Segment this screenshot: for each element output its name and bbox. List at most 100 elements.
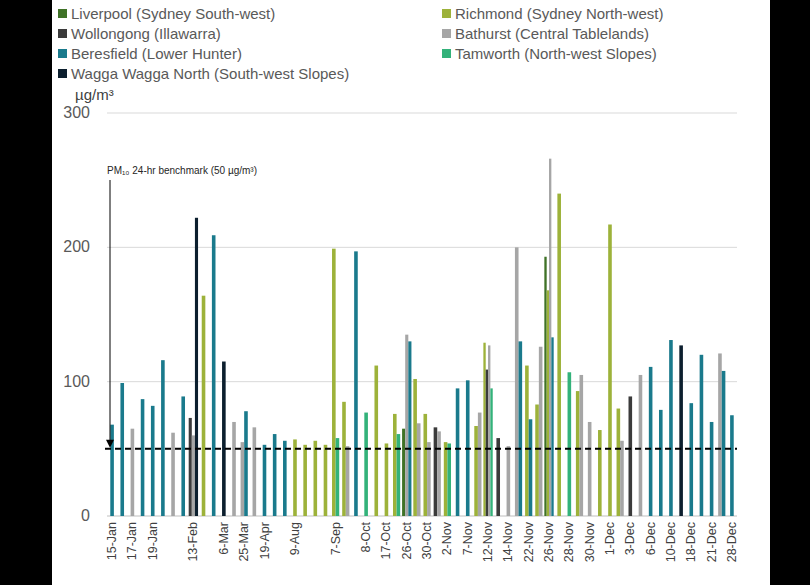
- background: [52, 0, 770, 585]
- bar: [700, 355, 704, 516]
- x-tick-label: 19-Jan: [146, 522, 160, 560]
- bar: [544, 257, 546, 516]
- bar: [434, 427, 438, 516]
- bars: [110, 159, 733, 516]
- bar: [303, 445, 307, 516]
- bar: [413, 379, 417, 516]
- x-tick-label: 9-Aug: [288, 522, 302, 555]
- bar: [551, 337, 553, 516]
- x-tick-label: 22-Nov: [522, 521, 536, 562]
- legend-swatch: [58, 9, 67, 18]
- bar: [588, 422, 592, 516]
- x-tick-label: 17-Jan: [125, 522, 139, 560]
- legend: Liverpool (Sydney South-west) Richmond (S…: [58, 5, 663, 82]
- legend-label: Tamworth (North-west Slopes): [455, 45, 657, 62]
- bar: [364, 413, 368, 516]
- y-tick-label: 0: [81, 507, 90, 524]
- bar: [535, 405, 539, 516]
- bar: [427, 442, 431, 516]
- bar: [393, 414, 397, 516]
- y-tick-label: 200: [63, 238, 90, 255]
- legend-label: Liverpool (Sydney South-west): [71, 5, 275, 22]
- y-axis-label: µg/m³: [75, 86, 114, 103]
- x-tick-label: 30-Nov: [583, 521, 597, 562]
- bar: [659, 410, 663, 516]
- bar: [314, 441, 318, 516]
- x-tick-label: 26-Oct: [400, 521, 414, 559]
- annotation-text: PM₁₀ 24-hr benchmark (50 µg/m³): [107, 165, 257, 176]
- legend-label: Richmond (Sydney North-west): [455, 5, 663, 22]
- grid-line: [107, 381, 737, 382]
- benchmark-line: [105, 448, 737, 450]
- bar: [486, 370, 488, 516]
- bar: [444, 442, 448, 516]
- bar: [437, 431, 441, 516]
- bar: [483, 343, 485, 516]
- legend-label: Wagga Wagga North (South-west Slopes): [71, 65, 349, 82]
- bar: [202, 296, 206, 516]
- bar: [474, 426, 478, 516]
- x-tick-label: 6-Dec: [644, 522, 658, 555]
- bar: [189, 418, 192, 516]
- bar: [456, 388, 460, 516]
- x-tick-label: 6-Mar: [217, 522, 231, 555]
- y-tick-label: 100: [63, 373, 90, 390]
- bar: [515, 247, 519, 516]
- x-tick-label: 3-Dec: [623, 522, 637, 555]
- bar: [195, 218, 198, 516]
- bar: [549, 159, 551, 516]
- x-tick-label: 30-Oct: [420, 521, 434, 559]
- bar: [171, 433, 175, 516]
- bar: [161, 360, 165, 516]
- y-tick-label: 300: [63, 104, 90, 121]
- legend-swatch: [442, 49, 451, 58]
- bar: [608, 224, 612, 516]
- x-tick-label: 26-Nov: [542, 521, 556, 562]
- bar: [576, 391, 580, 516]
- x-tick-label: 1-Dec: [603, 522, 617, 555]
- legend-swatch: [442, 9, 451, 18]
- bar: [730, 415, 734, 516]
- x-tick-label: 25-Mar: [237, 522, 251, 562]
- legend-swatch: [58, 49, 67, 58]
- bar: [402, 429, 405, 516]
- bar: [222, 362, 226, 516]
- annotation-arrow: [110, 180, 111, 441]
- bar: [273, 434, 277, 516]
- legend-label: Bathurst (Central Tablelands): [455, 25, 649, 42]
- bar: [478, 413, 482, 516]
- x-tick-label: 28-Dec: [725, 522, 739, 562]
- bar: [525, 366, 529, 516]
- bar: [620, 441, 624, 516]
- x-tick-label: 17-Oct: [379, 521, 393, 559]
- bar: [639, 375, 643, 516]
- x-tick-label: 19-Apr: [258, 522, 272, 560]
- bar: [649, 367, 653, 516]
- bar: [519, 341, 523, 516]
- bar: [529, 419, 533, 516]
- bar: [617, 409, 621, 516]
- bar: [332, 249, 336, 516]
- bar: [110, 425, 114, 516]
- grid: [107, 113, 737, 516]
- x-tick-label: 13-Feb: [186, 522, 200, 562]
- bar: [141, 399, 145, 516]
- x-tick-label: 10-Dec: [664, 522, 678, 562]
- bar: [354, 251, 358, 516]
- x-axis-line: [107, 516, 737, 517]
- bar: [324, 445, 328, 516]
- bar: [241, 442, 245, 516]
- x-tick-label: 7-Nov: [461, 521, 475, 555]
- bar: [629, 396, 633, 516]
- bar: [397, 434, 401, 516]
- bar: [244, 411, 248, 516]
- x-tick-label: 8-Oct: [359, 521, 373, 552]
- bar: [417, 423, 421, 516]
- bar: [151, 406, 155, 516]
- x-tick-label: 7-Sep: [329, 522, 343, 555]
- bar: [679, 345, 683, 516]
- bar: [568, 372, 572, 516]
- legend-swatch: [58, 29, 67, 38]
- x-tick-label: 15-Jan: [105, 522, 119, 560]
- bar: [580, 375, 584, 516]
